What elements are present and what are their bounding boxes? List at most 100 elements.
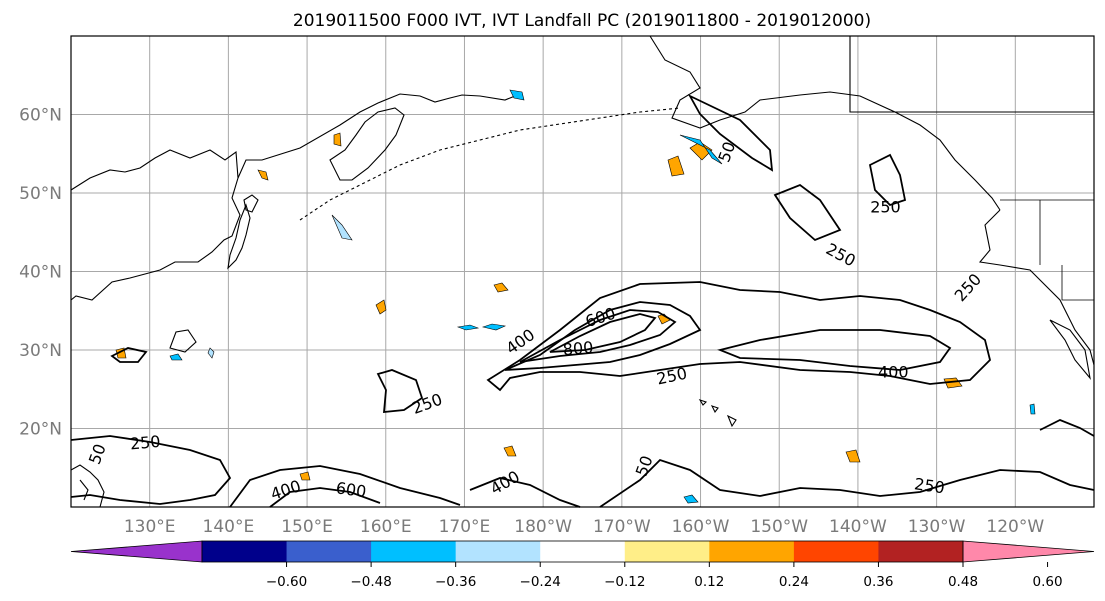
ivt-contour-250-south	[229, 465, 461, 508]
kamchatka-outline	[329, 107, 405, 181]
colorbar-segment	[455, 541, 541, 562]
ivt-contour-250-south	[599, 458, 1095, 508]
pc-patch	[257, 169, 269, 181]
pc-patch	[169, 353, 183, 361]
ivt-contour-250	[110, 347, 148, 363]
pc-patch	[509, 89, 525, 101]
colorbar-segment	[878, 541, 964, 562]
colorbar-tick-label: 0.12	[694, 574, 724, 590]
ivt-contour-600	[519, 309, 677, 363]
ivt-contours	[70, 93, 1095, 508]
ivt-contour-250	[486, 281, 991, 392]
contour-label: 250	[913, 474, 946, 497]
longitude-labels: 130°E 140°E 150°E 160°E 170°E 180°W 170°W 160°W…	[124, 517, 1045, 537]
longitude-tick-label: 170°W	[593, 517, 651, 537]
latitude-tick-label: 20°N	[19, 420, 62, 440]
colorbar-tick-label: 0.24	[779, 574, 809, 590]
coastlines	[70, 35, 1095, 508]
alaska-coastline	[649, 35, 1001, 211]
longitude-tick-label: 140°W	[829, 517, 887, 537]
pc-patch	[679, 134, 723, 165]
pc-patch	[689, 141, 713, 161]
ivt-contour-250	[1039, 419, 1095, 437]
ivt-contour-250	[687, 93, 774, 172]
pc-patch	[667, 155, 685, 177]
pc-patch	[481, 323, 507, 331]
colorbar-segment	[371, 541, 457, 562]
colorbar-tick-label: −0.12	[604, 574, 645, 590]
okhotsk-coastline	[237, 93, 516, 179]
longitude-tick-label: 160°E	[360, 517, 412, 537]
colorbar-tick-label: −0.60	[266, 574, 307, 590]
ivt-contour-400	[504, 301, 702, 371]
latitude-tick-label: 50°N	[19, 184, 62, 204]
asia-coastline	[70, 149, 241, 301]
pc-patch	[333, 132, 342, 147]
longitude-tick-label: 160°W	[672, 517, 730, 537]
pc-patch	[331, 214, 353, 241]
hawaii-islands	[698, 399, 737, 428]
longitude-tick-label: 150°W	[750, 517, 808, 537]
ivt-contour-250-south	[469, 477, 581, 508]
colorbar-tick-label: 0.36	[863, 574, 893, 590]
longitude-tick-label: 130°W	[908, 517, 966, 537]
philippines-outline	[70, 464, 105, 508]
pc-patch	[299, 471, 311, 481]
ivt-contour-250	[773, 183, 842, 242]
colorbar-tick-label: 0.48	[948, 574, 978, 590]
pc-patch	[683, 494, 699, 504]
landfall-pc-patches	[115, 89, 1036, 504]
colorbar-segment	[202, 541, 288, 562]
contour-label: 600	[335, 478, 368, 501]
colorbar-segment	[709, 541, 795, 562]
colorbar: −0.60 −0.48 −0.36 −0.24 −0.12 0.12 0.24 0.36 0.4…	[70, 540, 1095, 590]
ivt-contour-250-south	[70, 435, 232, 505]
longitude-tick-label: 130°E	[124, 517, 176, 537]
kyushu-outline	[169, 329, 197, 353]
colorbar-segments	[70, 540, 1095, 563]
longitude-tick-label: 120°W	[986, 517, 1044, 537]
pc-patch	[493, 282, 509, 293]
ivt-contour-250	[868, 153, 907, 207]
longitude-tick-label: 150°E	[281, 517, 333, 537]
ivt-contour-800	[549, 313, 657, 353]
colorbar-tick-label: −0.48	[350, 574, 391, 590]
state-borders	[1039, 200, 1094, 301]
colorbar-segment	[793, 541, 879, 562]
colorbar-tick-label: −0.24	[520, 574, 561, 590]
colorbar-extend-high	[962, 540, 1095, 563]
colorbar-segment	[624, 541, 710, 562]
map-frame	[70, 35, 1095, 508]
longitude-tick-label: 180°W	[514, 517, 572, 537]
contour-label: 400	[878, 362, 909, 381]
latitude-labels: 20°N 30°N 40°N 50°N 60°N	[19, 106, 62, 440]
colorbar-outline	[201, 540, 964, 563]
pc-patch	[375, 299, 387, 315]
contour-label: 800	[562, 338, 594, 360]
contour-label: 250	[129, 432, 161, 454]
pc-patch	[845, 449, 861, 463]
baja-california-outline	[1049, 319, 1091, 380]
colorbar-ticks: −0.60 −0.48 −0.36 −0.24 −0.12 0.12 0.24 0.36 0.4…	[266, 562, 1063, 590]
colorbar-extend-low	[70, 540, 203, 563]
ivt-contour-400-south	[269, 487, 381, 508]
colorbar-segment	[286, 541, 372, 562]
longitude-tick-label: 170°E	[439, 517, 491, 537]
pc-patch	[503, 445, 517, 457]
colorbar-tick-label: 0.60	[1033, 574, 1063, 590]
latitude-tick-label: 40°N	[19, 263, 62, 283]
contour-label: 250	[870, 198, 901, 217]
pc-patch	[1029, 403, 1036, 415]
ivt-contour-400-east	[717, 329, 952, 371]
japan-honshu-outline	[227, 203, 251, 270]
colorbar-tick-label: −0.36	[435, 574, 476, 590]
colorbar-segment	[540, 541, 626, 562]
pc-patch	[456, 324, 480, 331]
pc-patch	[207, 347, 215, 359]
latitude-tick-label: 30°N	[19, 341, 62, 361]
longitude-tick-label: 140°E	[203, 517, 255, 537]
latitude-tick-label: 60°N	[19, 106, 62, 126]
ivt-contour-250	[376, 369, 424, 414]
